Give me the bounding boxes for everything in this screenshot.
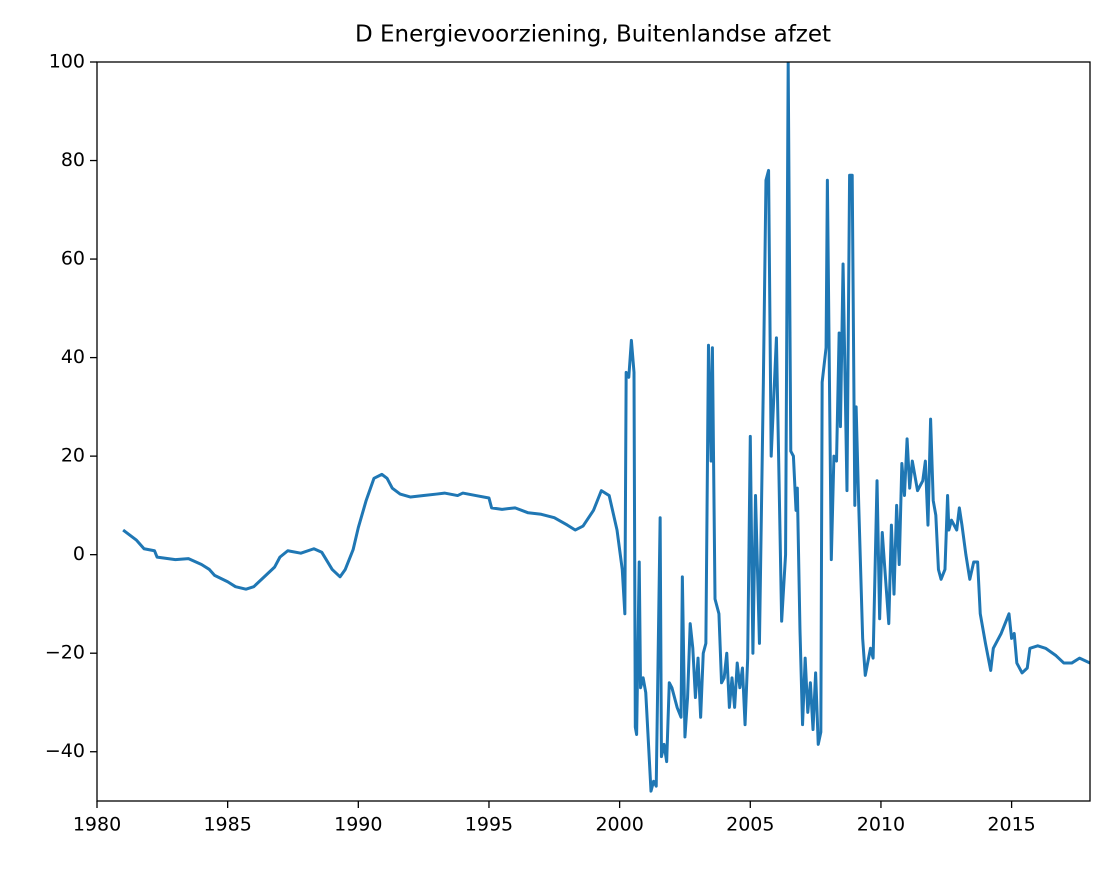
- x-tick-label: 2015: [987, 814, 1035, 836]
- y-tick-label: 80: [61, 149, 85, 171]
- data-line: [122, 62, 1090, 793]
- x-tick-label: 2010: [857, 814, 905, 836]
- plot-frame: [96, 61, 1091, 802]
- y-tick-label: 60: [61, 248, 85, 270]
- y-tick-label: 40: [61, 346, 85, 368]
- y-tick-label: −40: [45, 740, 85, 762]
- x-tick-label: 2000: [595, 814, 643, 836]
- y-tick-label: 20: [61, 445, 85, 467]
- chart-title: D Energievoorziening, Buitenlandse afzet: [355, 22, 831, 48]
- y-tick-label: −20: [45, 642, 85, 664]
- y-tick-label: 100: [49, 51, 85, 73]
- x-tick-label: 1990: [334, 814, 382, 836]
- x-tick-label: 1980: [73, 814, 121, 836]
- y-tick-label: 0: [73, 543, 85, 565]
- x-tick-label: 1985: [203, 814, 251, 836]
- x-tick-label: 2005: [726, 814, 774, 836]
- x-tick-label: 1995: [465, 814, 513, 836]
